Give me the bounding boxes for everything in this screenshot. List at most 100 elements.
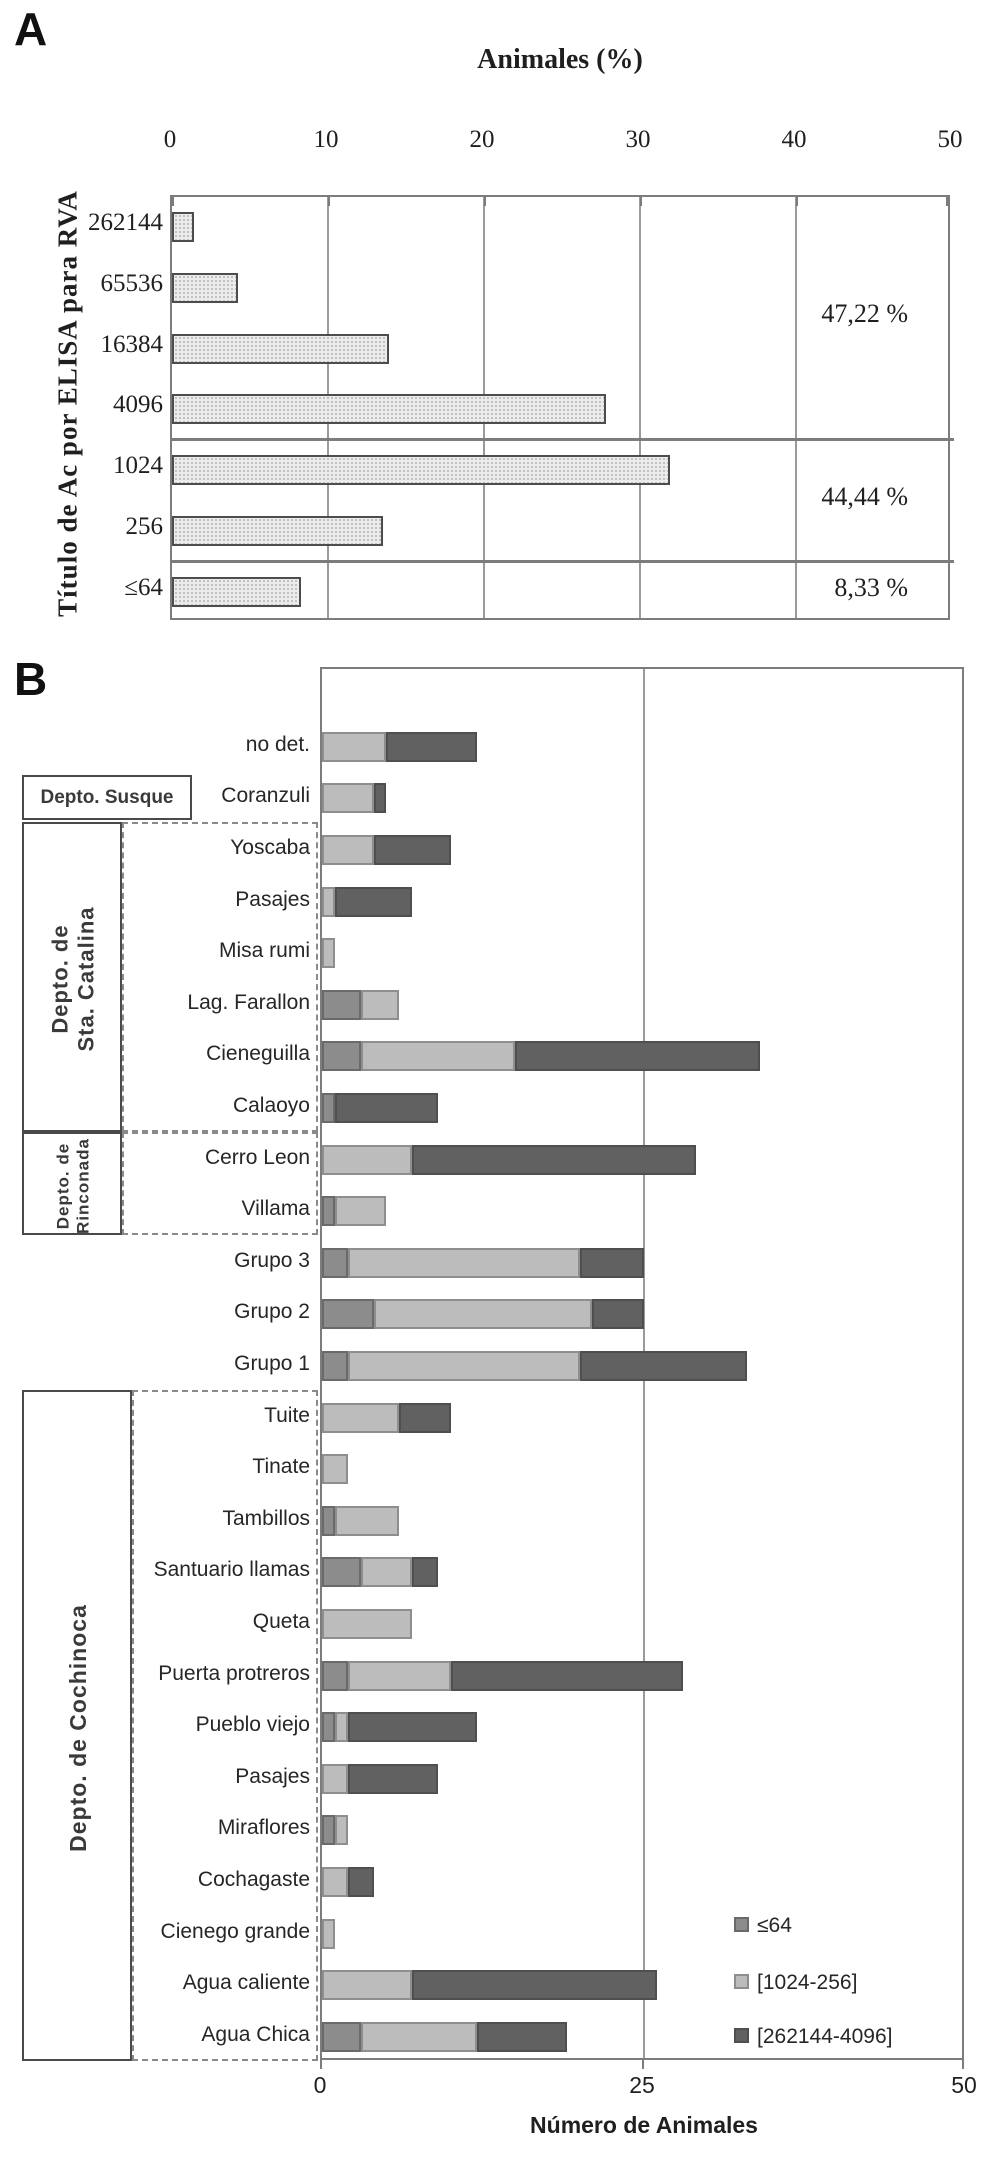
legend-label-[1024-256]: [1024-256] xyxy=(757,1971,858,1994)
bar-0-seg-[262144-4096] xyxy=(386,731,477,762)
bar-19-seg-[1024-256] xyxy=(334,1712,348,1743)
bar-10-seg-[262144-4096] xyxy=(579,1247,644,1278)
x-tick-label-50: 50 xyxy=(937,126,963,153)
bar-≤64 xyxy=(172,576,302,607)
chart-b-plot-area xyxy=(320,667,964,2060)
row-label-15: Tinate xyxy=(252,1455,310,1479)
tick-mark-30 xyxy=(640,197,642,206)
row-label-16: Tambillos xyxy=(222,1506,310,1530)
tick-mark-20 xyxy=(484,197,486,206)
row-label-7: Cieneguilla xyxy=(206,1042,310,1066)
legend-item-[262144-4096]: [262144-4096] xyxy=(734,2025,944,2048)
x-tick-mark-50 xyxy=(962,2060,964,2069)
group-label-1: Depto. Susque xyxy=(40,787,174,808)
bar-16-seg-[262144-4096] xyxy=(412,1557,438,1588)
legend-item-[1024-256]: [1024-256] xyxy=(734,1971,944,1994)
y-tick-label-65536: 65536 xyxy=(100,270,164,298)
row-label-9: Cerro Leon xyxy=(204,1145,310,1169)
bar-2-seg-[1024-256] xyxy=(322,835,374,865)
tick-mark-0 xyxy=(172,197,174,206)
y-tick-label-16384: 16384 xyxy=(100,330,164,358)
row-label-12: Grupo 2 xyxy=(234,1300,310,1324)
y-tick-label-262144: 262144 xyxy=(88,209,163,237)
bar-11-seg-[262144-4096] xyxy=(592,1299,644,1330)
bar-16-seg-[1024-256] xyxy=(360,1557,413,1588)
row-label-25: Agua caliente xyxy=(182,1971,310,1995)
bar-17-seg-[1024-256] xyxy=(322,1609,413,1639)
group-label-2: Depto. de Sta. Catalina xyxy=(47,906,99,1052)
row-label-13: Grupo 1 xyxy=(234,1352,310,1375)
bar-6-seg-≤64 xyxy=(322,1041,361,1072)
bar-15-seg-≤64 xyxy=(322,1505,335,1536)
bar-11-seg-≤64 xyxy=(322,1299,374,1330)
x-tick-label-40: 40 xyxy=(781,126,807,153)
bar-4-seg-[1024-256] xyxy=(322,938,335,969)
bar-9-seg-[1024-256] xyxy=(334,1196,387,1227)
row-label-4: Pasajes xyxy=(235,887,310,911)
panel-b: B no det. Coranzuli Yoscaba Pasajes Misa rum… xyxy=(0,653,987,2167)
bar-23-seg-[1024-256] xyxy=(322,1918,335,1949)
group-dashed-frame-3 xyxy=(122,1132,318,1235)
bar-16-seg-≤64 xyxy=(322,1557,361,1588)
row-label-6: Lag. Farallon xyxy=(187,990,310,1014)
row-label-3: Yoscaba xyxy=(230,836,310,859)
chart-a-title: Animales (%) xyxy=(477,44,643,75)
tick-mark-10 xyxy=(328,197,330,206)
row-label-11: Grupo 3 xyxy=(234,1248,310,1272)
bar-12-seg-[262144-4096] xyxy=(579,1351,748,1381)
bar-3-seg-[262144-4096] xyxy=(334,886,413,917)
bar-65536 xyxy=(172,273,238,304)
bar-25-seg-≤64 xyxy=(322,2021,361,2052)
x-tick-label-10: 10 xyxy=(313,126,339,153)
x-tick-mark-25 xyxy=(642,2060,644,2069)
group-box-3: Depto. de Rinconada xyxy=(22,1132,122,1235)
bar-18-seg-[262144-4096] xyxy=(450,1660,683,1691)
row-label-24: Cienego grande xyxy=(160,1919,310,1943)
bar-8-seg-[262144-4096] xyxy=(412,1144,696,1175)
bar-18-seg-≤64 xyxy=(322,1660,348,1691)
row-label-8: Calaoyo xyxy=(232,1094,310,1117)
bar-16384 xyxy=(172,333,389,364)
bar-256 xyxy=(172,515,383,546)
bar-21-seg-[1024-256] xyxy=(334,1815,348,1846)
x-tick-label-50: 50 xyxy=(951,2072,977,2098)
group-percent-label-3: 8,33 % xyxy=(834,572,908,602)
tick-mark-50 xyxy=(946,197,948,206)
bar-2-seg-[262144-4096] xyxy=(373,835,451,865)
panel-a-letter: A xyxy=(14,3,48,55)
bar-7-seg-≤64 xyxy=(322,1093,335,1123)
y-tick-label-1024: 1024 xyxy=(113,452,163,480)
bar-1-seg-[1024-256] xyxy=(322,783,374,814)
bar-22-seg-[262144-4096] xyxy=(347,1867,374,1897)
legend-label-[262144-4096]: [262144-4096] xyxy=(757,2025,893,2048)
panel-b-letter: B xyxy=(14,653,48,705)
x-tick-label-25: 25 xyxy=(629,2072,655,2098)
bar-13-seg-[1024-256] xyxy=(322,1402,400,1433)
group-box-2: Depto. de Sta. Catalina xyxy=(22,822,122,1132)
bar-6-seg-[262144-4096] xyxy=(515,1041,760,1072)
row-label-14: Tuite xyxy=(264,1403,310,1427)
bar-6-seg-[1024-256] xyxy=(360,1041,516,1072)
row-label-21: Pasajes xyxy=(235,1764,310,1788)
bar-22-seg-[1024-256] xyxy=(322,1867,348,1897)
bar-12-seg-≤64 xyxy=(322,1351,348,1381)
bar-0-seg-[1024-256] xyxy=(322,731,387,762)
legend-swatch-≤64 xyxy=(734,1917,749,1932)
bar-18-seg-[1024-256] xyxy=(347,1660,451,1691)
chart-b-x-axis-title: Número de Animales xyxy=(530,2112,758,2138)
row-label-1: no det. xyxy=(245,732,310,756)
group-separator-1 xyxy=(170,438,954,442)
legend-swatch-[262144-4096] xyxy=(734,2028,749,2043)
bar-25-seg-[1024-256] xyxy=(360,2021,477,2052)
legend-item-≤64: ≤64 xyxy=(734,1914,944,1937)
bar-9-seg-≤64 xyxy=(322,1196,335,1227)
panel-a: A Animales (%) Título de Ac por ELISA pa… xyxy=(0,0,987,660)
bar-12-seg-[1024-256] xyxy=(347,1351,580,1381)
bar-14-seg-[1024-256] xyxy=(322,1454,348,1485)
bar-24-seg-[1024-256] xyxy=(322,1970,413,2001)
y-tick-label-256: 256 xyxy=(125,512,164,540)
bar-25-seg-[262144-4096] xyxy=(476,2021,567,2052)
bar-15-seg-[1024-256] xyxy=(334,1505,400,1536)
bar-10-seg-[1024-256] xyxy=(347,1247,580,1278)
